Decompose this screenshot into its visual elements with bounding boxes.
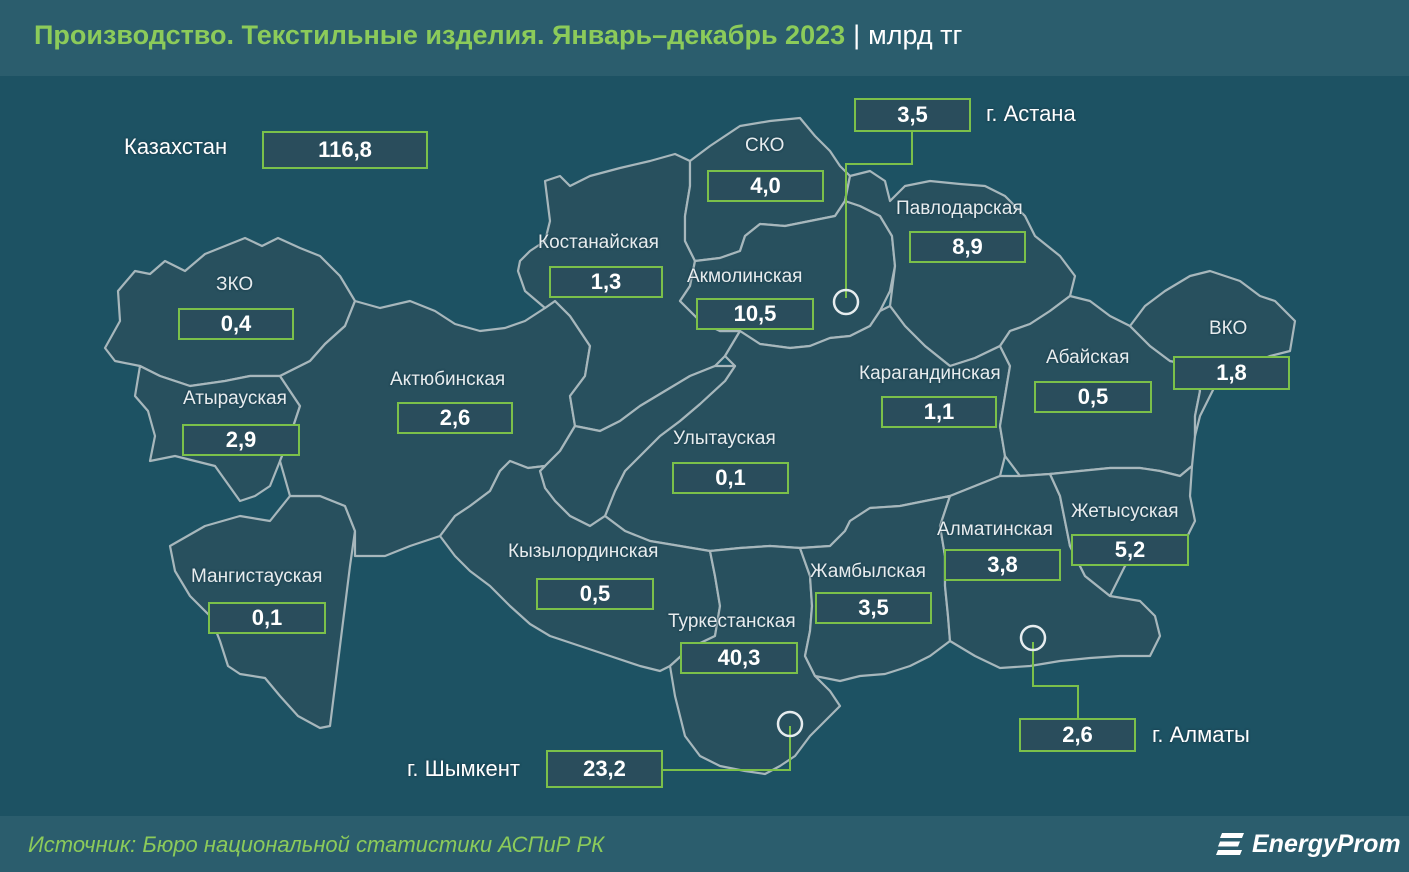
region-value-aktobe: 2,6 (397, 402, 513, 434)
city-label-astana: г. Астана (986, 101, 1076, 126)
region-value-turkestan: 40,3 (680, 642, 798, 674)
page-title: Производство. Текстильные изделия. Январ… (34, 20, 962, 51)
region-label-abai: Абайская (1046, 347, 1130, 368)
region-value-atyrau: 2,9 (182, 424, 300, 456)
region-value-almaty: 3,8 (944, 549, 1061, 581)
header-bar: Производство. Текстильные изделия. Январ… (0, 0, 1409, 76)
region-label-almaty: Алматинская (937, 519, 1053, 540)
brand-logo: EnergyProm (1216, 826, 1401, 862)
region-label-zhetysu: Жетысуская (1071, 501, 1179, 522)
country-label: Казахстан (124, 134, 228, 159)
map-area: Казахстан 116,8 ЗКО 0,4 Атырауская 2,9 М… (0, 76, 1409, 816)
footer-bar: Источник: Бюро национальной статистики А… (0, 816, 1409, 872)
region-label-mangistau: Мангистауская (191, 566, 323, 587)
almaty-leader-line (1032, 642, 1079, 720)
astana-leader-line (845, 132, 913, 298)
title-unit: млрд тг (868, 20, 963, 50)
region-value-pavlodar: 8,9 (909, 231, 1026, 263)
region-value-zhambyl: 3,5 (815, 592, 932, 624)
region-label-kostanay: Костанайская (538, 232, 659, 253)
city-label-almaty: г. Алматы (1152, 722, 1250, 747)
city-label-shymkent: г. Шымкент (407, 756, 520, 781)
region-label-zhambyl: Жамбылская (810, 561, 926, 582)
region-label-karaganda: Карагандинская (859, 363, 1001, 384)
region-value-karaganda: 1,1 (881, 396, 997, 428)
title-separator: | (853, 20, 861, 50)
shymkent-marker-icon (776, 710, 804, 738)
brand-name: EnergyProm (1252, 829, 1401, 858)
region-label-vko: ВКО (1209, 318, 1248, 339)
source-text: Источник: Бюро национальной статистики А… (28, 832, 605, 857)
energyprom-logo-icon (1216, 833, 1244, 855)
region-label-sko: СКО (745, 135, 785, 156)
region-label-kyzylorda: Кызылординская (508, 541, 659, 562)
astana-marker-icon (832, 288, 860, 316)
region-label-ulytau: Улытауская (673, 428, 776, 449)
title-text: Производство. Текстильные изделия. Январ… (34, 20, 846, 50)
region-value-kyzylorda: 0,5 (536, 578, 654, 610)
region-value-akmola: 10,5 (696, 298, 814, 330)
shymkent-leader-line (660, 726, 791, 771)
region-label-akmola: Акмолинская (687, 266, 803, 287)
country-value-box: 116,8 (262, 131, 428, 169)
region-label-aktobe: Актюбинская (390, 369, 506, 390)
region-label-zko: ЗКО (216, 274, 254, 295)
city-value-shymkent: 23,2 (546, 750, 663, 788)
region-value-ulytau: 0,1 (672, 462, 789, 494)
region-value-sko: 4,0 (707, 170, 824, 202)
region-value-abai: 0,5 (1034, 381, 1152, 413)
region-label-atyrau: Атырауская (183, 388, 287, 409)
city-value-almaty: 2,6 (1019, 718, 1136, 752)
almaty-marker-icon (1019, 624, 1047, 652)
region-label-pavlodar: Павлодарская (896, 198, 1023, 219)
region-value-zko: 0,4 (178, 308, 294, 340)
region-value-mangistau: 0,1 (208, 602, 326, 634)
city-value-astana: 3,5 (854, 98, 971, 132)
region-value-kostanay: 1,3 (549, 266, 663, 298)
region-label-turkestan: Туркестанская (668, 611, 796, 632)
region-kyzylorda (438, 459, 722, 673)
region-value-zhetysu: 5,2 (1071, 534, 1189, 566)
region-value-vko: 1,8 (1173, 356, 1290, 390)
